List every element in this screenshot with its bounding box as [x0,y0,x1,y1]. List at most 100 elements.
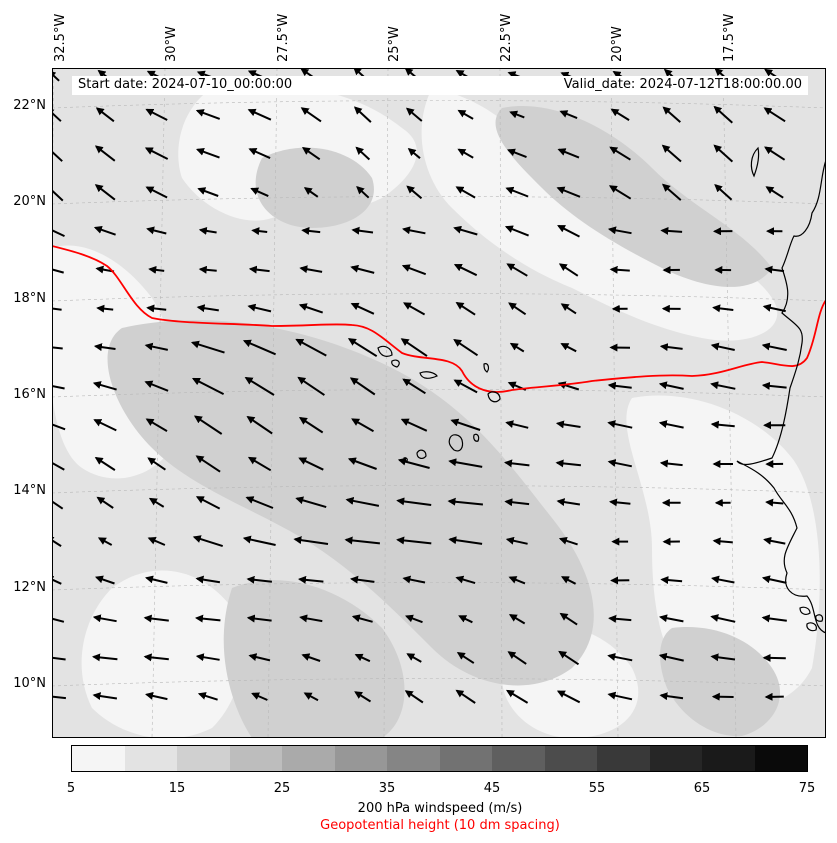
wind-arrow [396,497,432,506]
colorbar-tick: 65 [693,781,711,796]
lat-label-12n: 12°N [13,580,46,595]
lon-label-32-5w: 32.5°W [53,13,68,62]
wind-arrow [710,420,735,429]
wind-arrow [350,264,375,274]
wind-arrow [354,691,372,703]
lon-label-25w: 25°W [387,26,402,62]
wind-arrow [145,108,168,121]
wind-arrow [559,110,578,120]
wind-arrow [509,110,525,119]
wind-arrow [52,304,62,313]
wind-arrow [93,226,116,236]
colorbar-tick: 55 [588,781,606,796]
geopotential-contour [52,245,826,393]
wind-arrow [247,108,272,121]
wind-arrow [713,105,733,124]
wind-arrow [298,575,324,584]
wind-arrow [344,536,381,545]
map-border [52,68,826,738]
wind-arrow [607,653,633,662]
wind-arrow [248,265,270,274]
wind-arrow [148,265,165,274]
wind-arrow [52,617,65,623]
wind-arrow [94,184,116,201]
wind-arrow [246,416,273,435]
wind-arrow [52,656,66,661]
wind-arrow [197,692,218,701]
wind-arrow [356,186,370,199]
wind-arrow [143,653,169,662]
wind-arrow [94,145,116,162]
wind-arrow [658,420,684,429]
wind-arrow [196,304,219,313]
colorbar-segment [282,746,335,771]
wind-arrow [354,653,371,663]
wind-arrow [405,614,423,624]
wind-arrow [195,575,221,584]
wind-arrow [761,575,787,584]
wind-arrow [350,575,375,584]
lon-label-17-5w: 17.5°W [722,13,737,62]
wind-arrow [351,226,374,235]
wind-arrow [96,496,114,509]
colorbar-tick: 5 [66,781,76,796]
wind-arrow [245,496,274,509]
wind-arrow [506,689,529,704]
wind-arrow [508,302,527,316]
wind-arrow [453,225,478,236]
wind-arrow [607,459,632,468]
wind-arrow [244,376,275,396]
colorbar-segment [72,746,125,771]
wind-arrow [251,227,268,236]
wind-arrow [96,304,114,313]
wind-arrow [401,264,427,276]
wind-arrow [145,575,168,584]
wind-arrow [190,340,225,354]
wind-arrow [145,691,168,701]
wind-arrow [607,420,633,429]
shade-region-medium [660,627,781,737]
wind-arrow [457,109,474,120]
wind-arrow [765,186,784,199]
wind-arrow [403,302,426,316]
wind-arrow [191,377,225,395]
wind-arrow [299,265,323,274]
lon-label-22-5w: 22.5°W [499,13,514,62]
wind-arrow [560,303,577,315]
wind-arrow [52,229,65,238]
wind-arrow [52,461,65,471]
colorbar-segment [229,746,282,771]
wind-arrow [95,107,115,123]
wind-arrow [147,537,166,546]
wind-arrow [447,497,484,506]
wind-arrow [505,536,528,545]
colorbar-tick: 15 [168,781,186,796]
wind-arrow [195,455,221,473]
wind-arrow [52,496,64,510]
wind-arrow [764,146,786,161]
wind-arrow [712,537,733,546]
wind-arrow [448,458,483,468]
wind-arrow [247,456,272,472]
wind-arrow [402,378,426,395]
colorbar-segment [702,746,755,771]
wind-arrow [195,614,221,623]
wind-arrow [712,304,734,313]
wind-arrow [557,224,580,238]
wind-arrow [659,343,683,352]
wind-arrow [457,148,474,159]
wind-arrow [714,184,733,201]
wind-arrow [659,614,684,623]
colorbar-segment [387,746,440,771]
wind-arrow [456,652,475,664]
wind-arrow [301,653,321,662]
wind-arrow [247,303,272,313]
wind-arrow [397,457,430,469]
wind-arrow [607,691,633,701]
colorbar-tick: 75 [798,781,816,796]
wind-arrow [661,144,682,163]
colorbar-label: 200 hPa windspeed (m/s) [357,801,523,816]
valid-date-label: Valid_date: 2024-07-12T18:00:00.00 [563,77,802,92]
wind-arrow [504,225,529,237]
wind-arrow [147,457,166,471]
